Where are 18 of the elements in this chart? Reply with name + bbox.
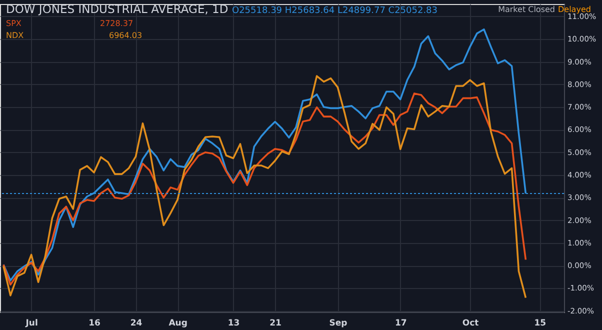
annotation: Delayed bbox=[558, 5, 591, 14]
x-tick-label: 17 bbox=[394, 318, 407, 328]
chart-title: DOW JONES INDUSTRIAL AVERAGE, 1D bbox=[6, 2, 228, 16]
x-tick-label: Aug bbox=[168, 318, 188, 328]
x-tick-label: 13 bbox=[228, 318, 240, 328]
text: NDX bbox=[6, 31, 24, 40]
x-tick-label: 24 bbox=[130, 318, 142, 328]
x-tick-label: Jul bbox=[24, 318, 38, 328]
x-tick-label: 21 bbox=[270, 318, 282, 328]
annotation: O25518.39 H25683.64 L24899.77 C25052.83 bbox=[232, 6, 438, 16]
x-tick-label: Sep bbox=[329, 318, 348, 328]
x-tick-label: Oct bbox=[462, 318, 479, 328]
annotation: Market Closed bbox=[498, 5, 555, 14]
text: SPX bbox=[6, 19, 22, 28]
annotation: 2728.37 bbox=[100, 19, 134, 28]
x-tick-label: 16 bbox=[88, 318, 100, 328]
annotation: 6964.03 bbox=[109, 31, 142, 40]
x-tick-label: 15 bbox=[534, 318, 546, 328]
